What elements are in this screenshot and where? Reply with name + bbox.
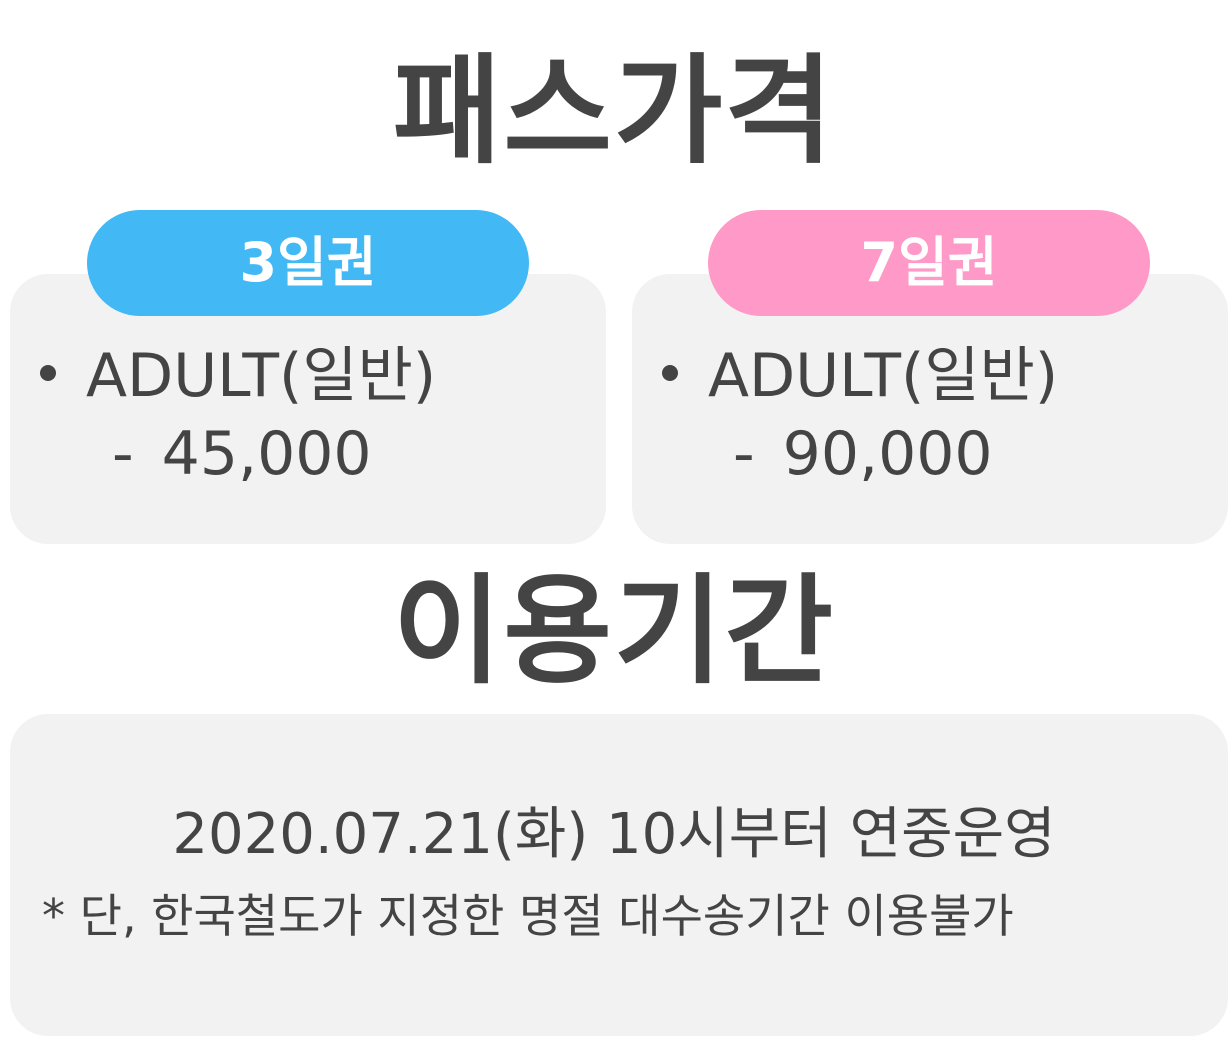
price-section-title: 패스가격	[392, 42, 836, 180]
pass-item-3day: ADULT(일반)	[40, 340, 436, 412]
pass-card-3day	[10, 274, 606, 544]
period-main-text: 2020.07.21(화) 10시부터 연중운영	[172, 802, 1056, 867]
period-note: * 단, 한국철도가 지정한 명절 대수송기간 이용불가	[42, 889, 1014, 943]
period-card	[10, 714, 1228, 1036]
pass-label-7day: 7일권	[708, 210, 1150, 316]
pass-item-7day: ADULT(일반)	[662, 340, 1058, 412]
pass-label-3day: 3일권	[87, 210, 529, 316]
period-section-title: 이용기간	[392, 562, 836, 700]
pass-item-label-7day: ADULT(일반)	[708, 341, 1059, 411]
bullet-icon	[662, 365, 678, 382]
pass-price-3day: 45,000	[161, 419, 372, 489]
pass-price-line-7day: -90,000	[733, 418, 993, 490]
pass-card-7day	[632, 274, 1228, 544]
pass-price-7day: 90,000	[782, 419, 993, 489]
dash-mark: -	[733, 419, 755, 489]
dash-mark: -	[112, 419, 134, 489]
pass-item-label-3day: ADULT(일반)	[86, 341, 437, 411]
pass-price-line-3day: -45,000	[112, 418, 372, 490]
bullet-icon	[40, 365, 56, 382]
